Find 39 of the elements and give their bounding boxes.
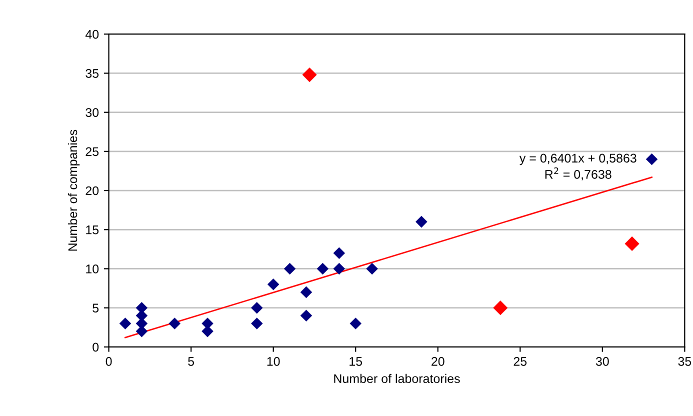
x-tick-label: 30	[596, 356, 609, 366]
x-tick-label: 20	[432, 356, 444, 366]
y-axis-title: Number of companies	[68, 130, 80, 251]
point	[624, 236, 640, 251]
point	[284, 262, 296, 275]
x-tick-label: 5	[188, 357, 194, 366]
point	[300, 286, 312, 298]
x-tick-label: 15	[350, 357, 362, 366]
x-tick-label: 10	[267, 356, 280, 366]
point	[119, 318, 132, 330]
y-tick-label: 5	[92, 304, 99, 312]
y-tick-label: 35	[86, 69, 99, 78]
y-tick-label: 15	[86, 226, 99, 234]
y-tick-label: 30	[86, 108, 99, 117]
y-tick-label: 25	[86, 147, 99, 156]
point	[333, 247, 346, 259]
point	[168, 318, 181, 330]
point	[416, 216, 428, 228]
point	[300, 310, 312, 322]
point	[302, 67, 317, 82]
x-axis-title: Number of laboratories	[334, 374, 460, 384]
point	[366, 262, 378, 275]
annotation: y = 0,6401x + 0,5863	[519, 154, 636, 166]
point	[333, 262, 346, 275]
y-tick-label: 0	[92, 342, 99, 352]
x-tick-label: 0	[106, 356, 112, 366]
y-tick-label: 40	[85, 30, 99, 39]
y-tick-label: 10	[86, 264, 99, 274]
point	[350, 318, 362, 330]
x-tick-label: 35	[678, 356, 692, 366]
point	[493, 300, 508, 316]
point	[250, 302, 263, 314]
point	[646, 153, 658, 166]
point	[316, 262, 329, 275]
y-tick-label: 20	[86, 186, 99, 196]
x-tick-label: 25	[514, 356, 527, 366]
point	[250, 318, 263, 330]
point	[267, 278, 280, 290]
annotation: R$^{2}$ = 0,7638	[545, 167, 612, 180]
